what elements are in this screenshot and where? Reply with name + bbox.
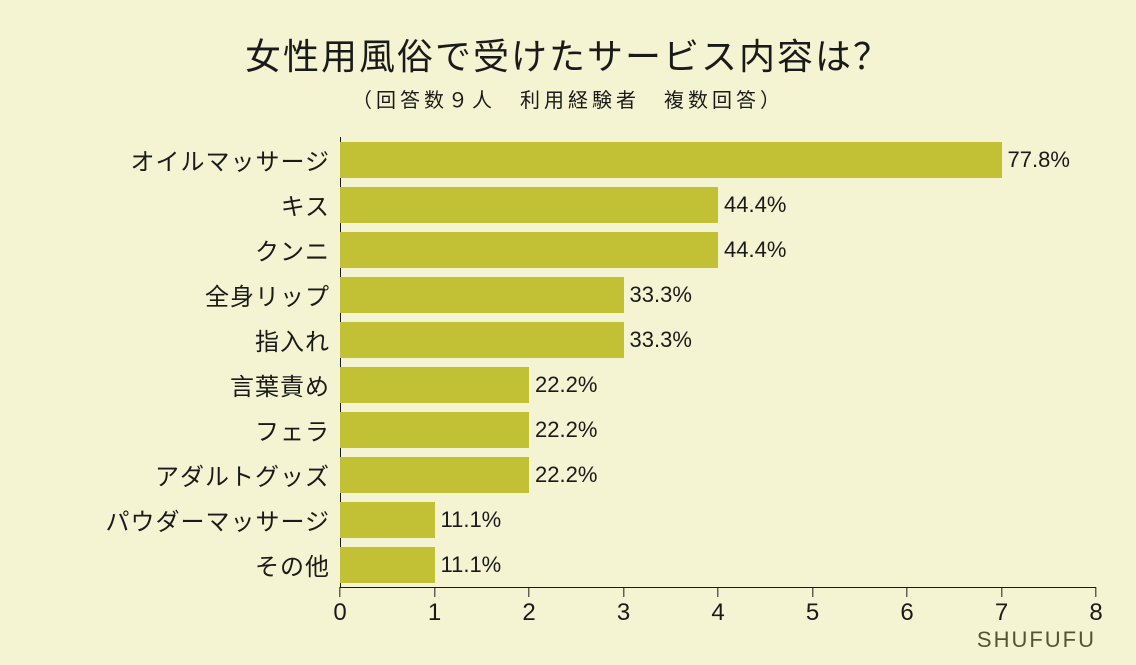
chart-area: オイルマッサージ77.8%キス44.4%クンニ44.4%全身リップ33.3%指入…: [40, 137, 1096, 627]
x-tick: 8: [1089, 587, 1102, 627]
category-label: パウダーマッサージ: [40, 502, 340, 537]
tick-label: 0: [333, 599, 346, 627]
tick-mark: [1001, 587, 1002, 597]
category-label: クンニ: [40, 232, 340, 267]
x-tick: 4: [711, 587, 724, 627]
tick-label: 7: [995, 599, 1008, 627]
bar: [340, 367, 529, 403]
watermark: SHUFUFU: [977, 627, 1096, 653]
x-tick: 7: [995, 587, 1008, 627]
category-label: 指入れ: [40, 322, 340, 357]
x-tick: 6: [900, 587, 913, 627]
x-tick: 0: [333, 587, 346, 627]
chart-subtitle: （回答数９人 利用経験者 複数回答）: [40, 84, 1096, 113]
bar-zone: 22.2%: [340, 452, 1096, 497]
x-tick: 5: [806, 587, 819, 627]
value-label: 33.3%: [630, 282, 692, 308]
bar-zone: 22.2%: [340, 407, 1096, 452]
chart-row: アダルトグッズ 22.2%: [40, 452, 1096, 497]
bar: [340, 412, 529, 448]
value-label: 44.4%: [724, 237, 786, 263]
tick-mark: [906, 587, 907, 597]
chart-row: フェラ 22.2%: [40, 407, 1096, 452]
chart-row: 指入れ 33.3%: [40, 317, 1096, 362]
x-axis: 012345678: [40, 587, 1096, 627]
category-label: 言葉責め: [40, 367, 340, 402]
tick-mark: [528, 587, 529, 597]
chart-row: オイルマッサージ 77.8%: [40, 137, 1096, 182]
bar: [340, 322, 624, 358]
tick-mark: [623, 587, 624, 597]
tick-label: 4: [711, 599, 724, 627]
chart-row: その他 11.1%: [40, 542, 1096, 587]
bar: [340, 142, 1002, 178]
bar-zone: 33.3%: [340, 272, 1096, 317]
value-label: 22.2%: [535, 372, 597, 398]
tick-label: 3: [617, 599, 630, 627]
chart-row: キス 44.4%: [40, 182, 1096, 227]
chart-row: パウダーマッサージ 11.1%: [40, 497, 1096, 542]
tick-mark: [812, 587, 813, 597]
x-tick: 3: [617, 587, 630, 627]
tick-mark: [434, 587, 435, 597]
chart-title: 女性用風俗で受けたサービス内容は？: [40, 28, 1096, 80]
x-tick: 1: [428, 587, 441, 627]
bar-zone: 11.1%: [340, 542, 1096, 587]
tick-mark: [339, 587, 340, 597]
value-label: 44.4%: [724, 192, 786, 218]
bar: [340, 187, 718, 223]
category-label: キス: [40, 187, 340, 222]
tick-mark: [1095, 587, 1096, 597]
category-label: アダルトグッズ: [40, 457, 340, 492]
axis-zone: 012345678: [340, 587, 1096, 627]
bar-zone: 44.4%: [340, 182, 1096, 227]
bar: [340, 232, 718, 268]
value-label: 11.1%: [441, 507, 502, 533]
bar-zone: 11.1%: [340, 497, 1096, 542]
value-label: 11.1%: [441, 552, 502, 578]
tick-label: 5: [806, 599, 819, 627]
value-label: 22.2%: [535, 417, 597, 443]
bar: [340, 547, 435, 583]
x-tick: 2: [522, 587, 535, 627]
chart-row: 全身リップ 33.3%: [40, 272, 1096, 317]
chart-rows: オイルマッサージ77.8%キス44.4%クンニ44.4%全身リップ33.3%指入…: [40, 137, 1096, 587]
tick-label: 1: [428, 599, 441, 627]
tick-label: 2: [522, 599, 535, 627]
category-label: フェラ: [40, 412, 340, 447]
bar-zone: 22.2%: [340, 362, 1096, 407]
category-label: その他: [40, 547, 340, 582]
bar: [340, 277, 624, 313]
bar: [340, 502, 435, 538]
value-label: 22.2%: [535, 462, 597, 488]
category-label: 全身リップ: [40, 277, 340, 312]
tick-mark: [717, 587, 718, 597]
chart-row: 言葉責め 22.2%: [40, 362, 1096, 407]
value-label: 77.8%: [1008, 147, 1070, 173]
category-label: オイルマッサージ: [40, 142, 340, 177]
bar-zone: 33.3%: [340, 317, 1096, 362]
bar-zone: 77.8%: [340, 137, 1096, 182]
chart-row: クンニ 44.4%: [40, 227, 1096, 272]
bar-zone: 44.4%: [340, 227, 1096, 272]
chart-container: 女性用風俗で受けたサービス内容は？ （回答数９人 利用経験者 複数回答） オイル…: [0, 0, 1136, 665]
tick-label: 8: [1089, 599, 1102, 627]
bar: [340, 457, 529, 493]
tick-label: 6: [900, 599, 913, 627]
value-label: 33.3%: [630, 327, 692, 353]
